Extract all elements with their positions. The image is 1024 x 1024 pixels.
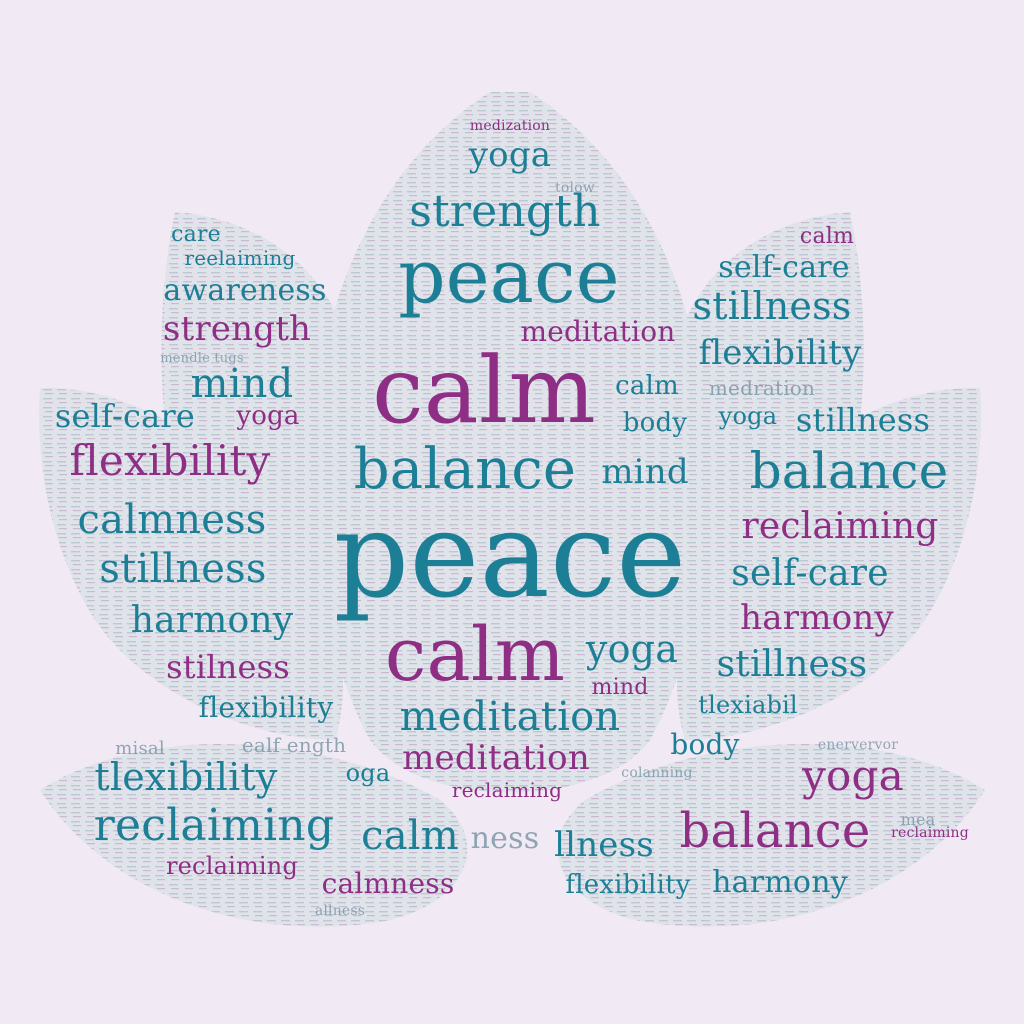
cloud-word: yoga [802,751,904,800]
cloud-word: yoga [236,401,300,431]
center-petal [311,92,709,793]
cloud-word: yoga [468,135,552,175]
cloud-word: balance [679,803,871,859]
cloud-word: harmony [712,865,848,900]
cloud-word: misal [115,738,165,759]
cloud-word: medration [708,376,816,400]
cloud-word: body [670,728,740,761]
cloud-word: self-care [718,250,850,285]
cloud-word: awareness [163,273,327,308]
cloud-word: reclaiming [891,825,969,841]
cloud-word: care [171,222,221,247]
cloud-word: strength [162,309,312,349]
cloud-word: mind [601,452,689,492]
cloud-word: allness [314,903,366,919]
cloud-word: flexibility [698,333,862,373]
cloud-word: flexibility [565,870,691,900]
cloud-word: calm [384,612,566,698]
cloud-word: mind [190,361,294,407]
cloud-word: reclaiming [93,800,335,851]
cloud-word: balance [749,442,949,500]
cloud-word: self-care [731,553,889,594]
cloud-word: calm [799,224,855,249]
cloud-word: peace [333,486,687,624]
cloud-word: medization [469,118,551,134]
cloud-word: stillness [99,546,267,592]
cloud-word: stillness [716,644,868,685]
cloud-word: flexibility [69,436,271,485]
cloud-word: yoga [718,402,778,430]
cloud-word: stillness [692,284,852,328]
cloud-word: enervervor [817,737,899,753]
cloud-word: oga [345,759,391,787]
cloud-word: ealf ength [241,733,347,757]
cloud-word: meditation [520,315,676,348]
cloud-word: calmness [321,867,455,900]
cloud-word: mendle tugs [160,351,244,366]
cloud-word: llness [554,825,654,865]
cloud-word: ness [470,821,540,856]
cloud-word: tolow [555,180,595,196]
cloud-word: yoga [585,627,679,671]
cloud-word: reelaiming [184,246,296,270]
cloud-word: reclaiming [451,778,563,802]
cloud-word: mea [900,810,936,829]
cloud-word: balance [353,437,577,502]
cloud-word: reclaiming [741,506,939,547]
cloud-word: calm [361,813,459,859]
cloud-word: calm [372,337,596,444]
cloud-word: tlexibility [94,755,278,799]
cloud-word: peace [398,234,620,320]
cloud-word: stilness [166,648,290,686]
cloud-word: calm [615,371,679,401]
right-mid-petal [677,387,981,740]
cloud-word: self-care [54,397,196,435]
cloud-word: meditation [402,738,590,778]
cloud-word: colanning [621,765,693,781]
cloud-word: meditation [399,694,621,740]
cloud-word: harmony [130,600,294,641]
cloud-word: stillness [795,401,931,439]
left-mid-petal [39,387,343,740]
cloud-word: calmness [77,497,267,543]
left-lower-petal [40,743,468,927]
cloud-word: mind [591,675,649,700]
right-lower-petal [557,743,985,927]
cloud-word: tlexiabil [698,691,798,719]
cloud-word: reclaiming [165,852,299,880]
cloud-word: strength [409,186,601,237]
cloud-word: body [622,408,688,438]
cloud-word: harmony [740,598,894,638]
cloud-word: flexibility [198,691,334,724]
